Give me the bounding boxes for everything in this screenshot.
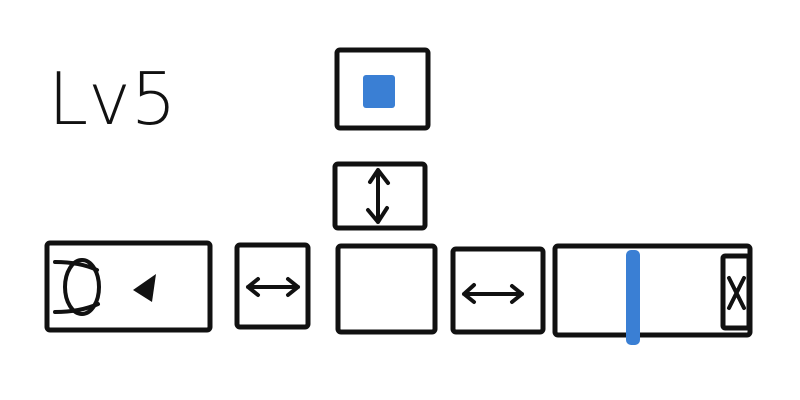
horizontal-mover <box>234 242 311 330</box>
exit-mark <box>727 276 746 310</box>
player-circle <box>63 258 101 316</box>
level-label: Lv5 <box>48 57 177 141</box>
horizontal-arrow <box>462 283 524 304</box>
start-box <box>44 240 213 333</box>
vertical-mover <box>332 161 428 231</box>
empty-box <box>335 243 438 335</box>
horizontal-arrow <box>246 277 300 297</box>
vertical-arrow <box>366 168 390 224</box>
player-pointer <box>133 274 156 302</box>
blue-barrier <box>626 250 640 345</box>
goal-box <box>334 47 431 131</box>
blue-block <box>363 75 395 108</box>
horizontal-mover <box>450 246 546 335</box>
exit-box <box>720 253 752 331</box>
player-lines <box>53 260 100 314</box>
